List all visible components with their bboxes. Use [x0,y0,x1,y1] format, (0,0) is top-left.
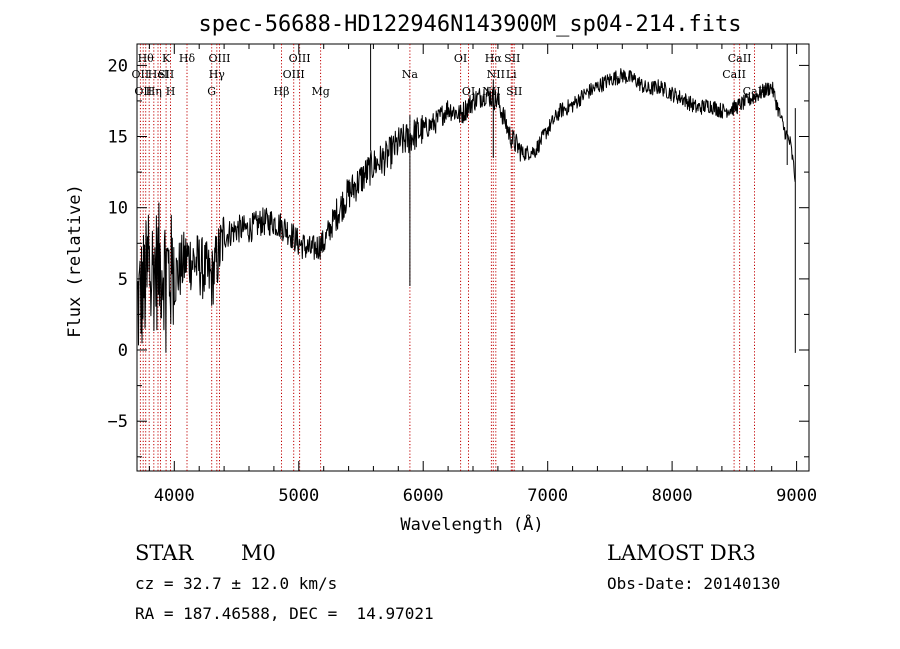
spectral-line-label: HeI [148,68,168,81]
y-tick-label: 0 [118,341,128,361]
spectrum-line [136,68,796,353]
spectral-line-label: OIII [208,52,230,65]
object-subclass: M0 [241,541,276,565]
y-tick-label: 15 [108,128,128,148]
object-class: STAR [135,541,194,565]
x-tick-label: 9000 [776,486,817,506]
spectral-line-label: Hγ [209,68,226,81]
spectral-line-label: SII [158,68,174,81]
y-axis-label: Flux (relative) [65,184,85,338]
x-axis-label: Wavelength (Å) [400,513,543,535]
spectral-line-label: Hα [485,52,503,65]
spectral-line-label: OII [134,85,152,98]
x-tick-label: 8000 [652,486,693,506]
spectral-line-label: Hδ [179,52,196,65]
x-tick-label: 5000 [278,486,319,506]
redshift-value: cz = 32.7 ± 12.0 km/s [135,574,338,593]
y-tick-label: 5 [118,270,128,290]
x-tick-label: 4000 [154,486,195,506]
spectral-line-label: Na [402,68,419,81]
spectral-line-label: Hη [146,85,162,98]
spectral-line-label: Hθ [138,52,155,65]
spectral-line-label: OII [132,68,150,81]
spectral-line-label: SII [504,52,520,65]
spectral-line-label: K [162,52,171,65]
y-tick-label: −5 [108,412,128,432]
coordinates: RA = 187.46588, DEC = 14.97021 [135,604,434,623]
observation-date: Obs-Date: 20140130 [607,574,781,593]
spectral-line-label: OI [462,85,475,98]
spectral-line-label: G [207,85,216,98]
y-tick-label: 10 [108,199,128,219]
spectral-line-label: CaII [728,52,752,65]
spectral-line-label: NII [487,68,505,81]
x-tick-label: 7000 [527,486,568,506]
spectral-line-label: SII [506,85,522,98]
spectral-line-label: CaII [722,68,746,81]
chart-title: spec-56688-HD122946N143900M_sp04-214.fit… [198,12,741,37]
spectral-line-label: Hβ [274,85,290,98]
spectral-line-label: OIII [289,52,311,65]
spectral-line-label: Mg [311,85,329,98]
spectral-line-label: H [166,85,176,98]
x-tick-label: 6000 [403,486,444,506]
spectral-line-label: Li [506,68,517,81]
spectral-line-label: OI [454,52,467,65]
y-tick-label: 20 [108,56,128,76]
survey-name: LAMOST DR3 [607,541,756,565]
spectral-line-label: OIII [283,68,305,81]
